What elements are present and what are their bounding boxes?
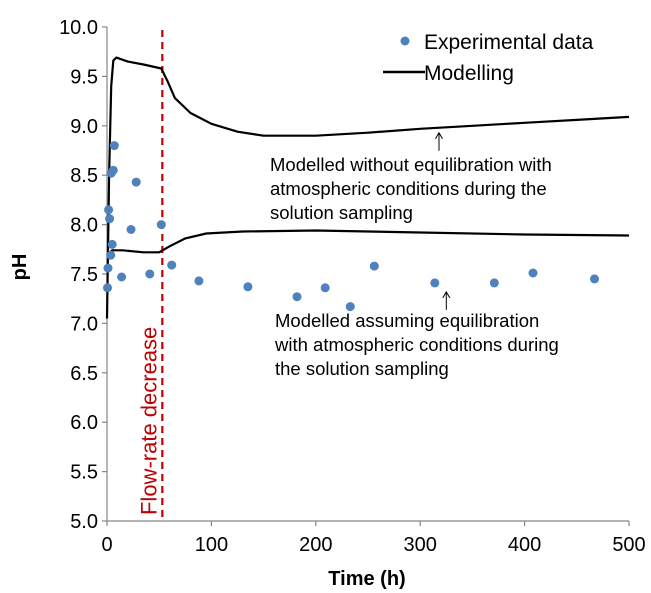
experimental-data-point (106, 250, 116, 260)
experimental-data-point (126, 225, 136, 234)
y-tick-label: 7.0 (70, 313, 98, 335)
annotation-2-line: the solution sampling (275, 358, 449, 379)
experimental-data-point (528, 268, 538, 278)
model-curve-1 (105, 56, 630, 319)
legend-line-label: Modelling (424, 62, 514, 85)
experimental-data-point (103, 263, 113, 273)
experimental-data-point (105, 214, 115, 224)
x-tick-label: 0 (101, 534, 112, 556)
x-tick-label: 400 (508, 534, 541, 556)
annotation-1-line: Modelled without equilibration with (270, 154, 552, 175)
annotation-1-arrowhead (435, 131, 443, 140)
y-tick-label: 8.5 (70, 165, 98, 187)
legend-point-marker (400, 36, 410, 46)
annotation-2-line: Modelled assuming equilibration (275, 310, 539, 331)
experimental-data-point (345, 302, 355, 312)
y-tick-label: 9.0 (70, 116, 98, 138)
experimental-data-point (108, 165, 118, 175)
experimental-data-point (104, 205, 114, 215)
experimental-data-point (131, 177, 141, 187)
experimental-data-point (320, 283, 330, 293)
annotation-2-line: with atmospheric conditions during (274, 334, 559, 355)
experimental-data-point (590, 274, 599, 284)
y-tick-label: 6.5 (70, 363, 98, 385)
experimental-data-point (156, 220, 166, 230)
x-tick-label: 200 (299, 534, 332, 556)
model-curve-2 (107, 229, 630, 256)
experimental-data-point (243, 282, 253, 292)
annotation-1-line: atmospheric conditions during the (270, 178, 547, 199)
y-tick-label: 7.5 (70, 264, 98, 286)
experimental-data-point (103, 283, 112, 293)
x-axis-title: Time (h) (328, 568, 405, 590)
experimental-data-point (167, 260, 177, 270)
y-tick-label: 6.0 (70, 412, 98, 434)
y-tick-label: 5.5 (70, 462, 98, 484)
legend-points-label: Experimental data (424, 31, 594, 54)
experimental-data-point (489, 278, 499, 288)
annotation-1-line: solution sampling (270, 202, 413, 223)
plot-area: 5.0 5.5 6.0 6.5 7.0 7.5 8.0 8.5 9.0 9.5 10.0 0 100 20… (59, 17, 646, 556)
y-tick-label: 10.0 (59, 17, 98, 39)
y-tick-label: 9.5 (70, 66, 98, 88)
experimental-data-point (107, 239, 117, 249)
experimental-data-point (194, 276, 204, 286)
x-tick-label: 100 (195, 534, 228, 556)
experimental-data-point (292, 292, 302, 302)
flow-rate-decrease-label: Flow-rate decrease (136, 327, 161, 515)
x-tick-label: 300 (404, 534, 437, 556)
annotation-2-arrowhead (442, 290, 451, 299)
y-tick-label: 8.0 (70, 215, 98, 237)
x-tick-label: 500 (612, 534, 645, 556)
experimental-data-point (117, 272, 127, 282)
legend: Experimental data Modelling (383, 31, 594, 85)
y-tick-label: 5.0 (70, 511, 98, 533)
experimental-data-point (109, 141, 119, 151)
y-axis-title: pH (9, 254, 31, 281)
experimental-data-point (430, 278, 440, 288)
experimental-data-point (369, 261, 379, 271)
experimental-data-point (145, 269, 155, 279)
